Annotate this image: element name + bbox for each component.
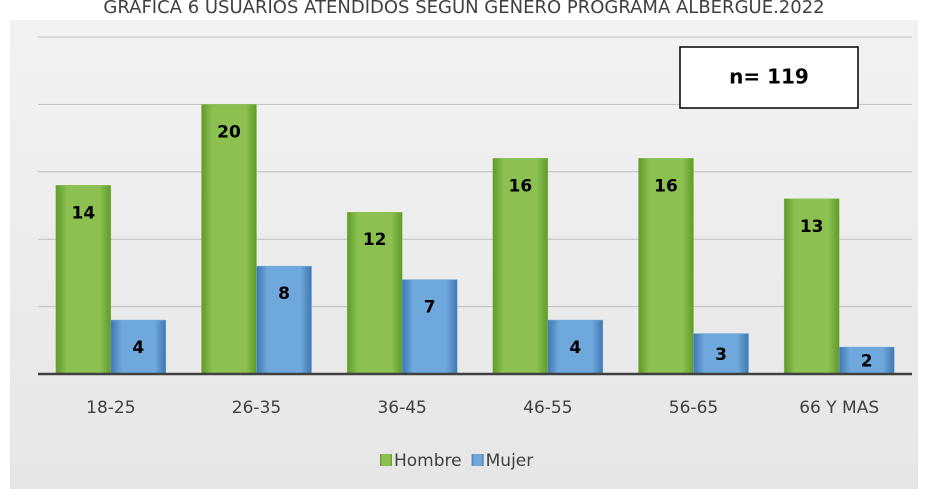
bar bbox=[401, 279, 458, 375]
legend-swatch bbox=[471, 454, 484, 466]
x-tick-label: 26-35 bbox=[232, 398, 281, 418]
bar bbox=[256, 265, 312, 375]
x-tick-label: 18-25 bbox=[86, 398, 135, 418]
x-tick-label: 56-65 bbox=[669, 398, 718, 418]
bar bbox=[838, 346, 895, 375]
data-label: 3 bbox=[715, 345, 727, 365]
chart-title: GRAFICA 6 USUARIOS ATENDIDOS SEGUN GENER… bbox=[103, 0, 824, 18]
data-label: 16 bbox=[508, 176, 532, 196]
legend-label: Mujer bbox=[486, 451, 534, 471]
x-tick-label: 46-55 bbox=[523, 398, 572, 418]
bar bbox=[693, 333, 749, 375]
data-label: 8 bbox=[278, 284, 290, 304]
data-label: 4 bbox=[569, 338, 581, 358]
bar bbox=[783, 198, 840, 375]
data-label: 13 bbox=[800, 217, 824, 237]
annotation: n= 119 bbox=[729, 65, 809, 89]
bar bbox=[201, 104, 257, 375]
x-tick-label: 36-45 bbox=[377, 398, 426, 418]
data-label: 16 bbox=[654, 176, 678, 196]
bar bbox=[55, 185, 112, 375]
x-tick-label: 66 Y MAS bbox=[799, 398, 879, 418]
legend-swatch bbox=[380, 454, 392, 466]
annotation-box bbox=[679, 46, 859, 109]
legend-label: Hombre bbox=[394, 451, 462, 471]
data-label: 14 bbox=[71, 203, 95, 223]
data-label: 20 bbox=[217, 122, 241, 142]
data-label: 12 bbox=[363, 230, 387, 250]
data-label: 4 bbox=[132, 338, 144, 358]
bar bbox=[638, 158, 694, 375]
data-label: 7 bbox=[424, 298, 436, 318]
data-label: 2 bbox=[861, 352, 873, 372]
